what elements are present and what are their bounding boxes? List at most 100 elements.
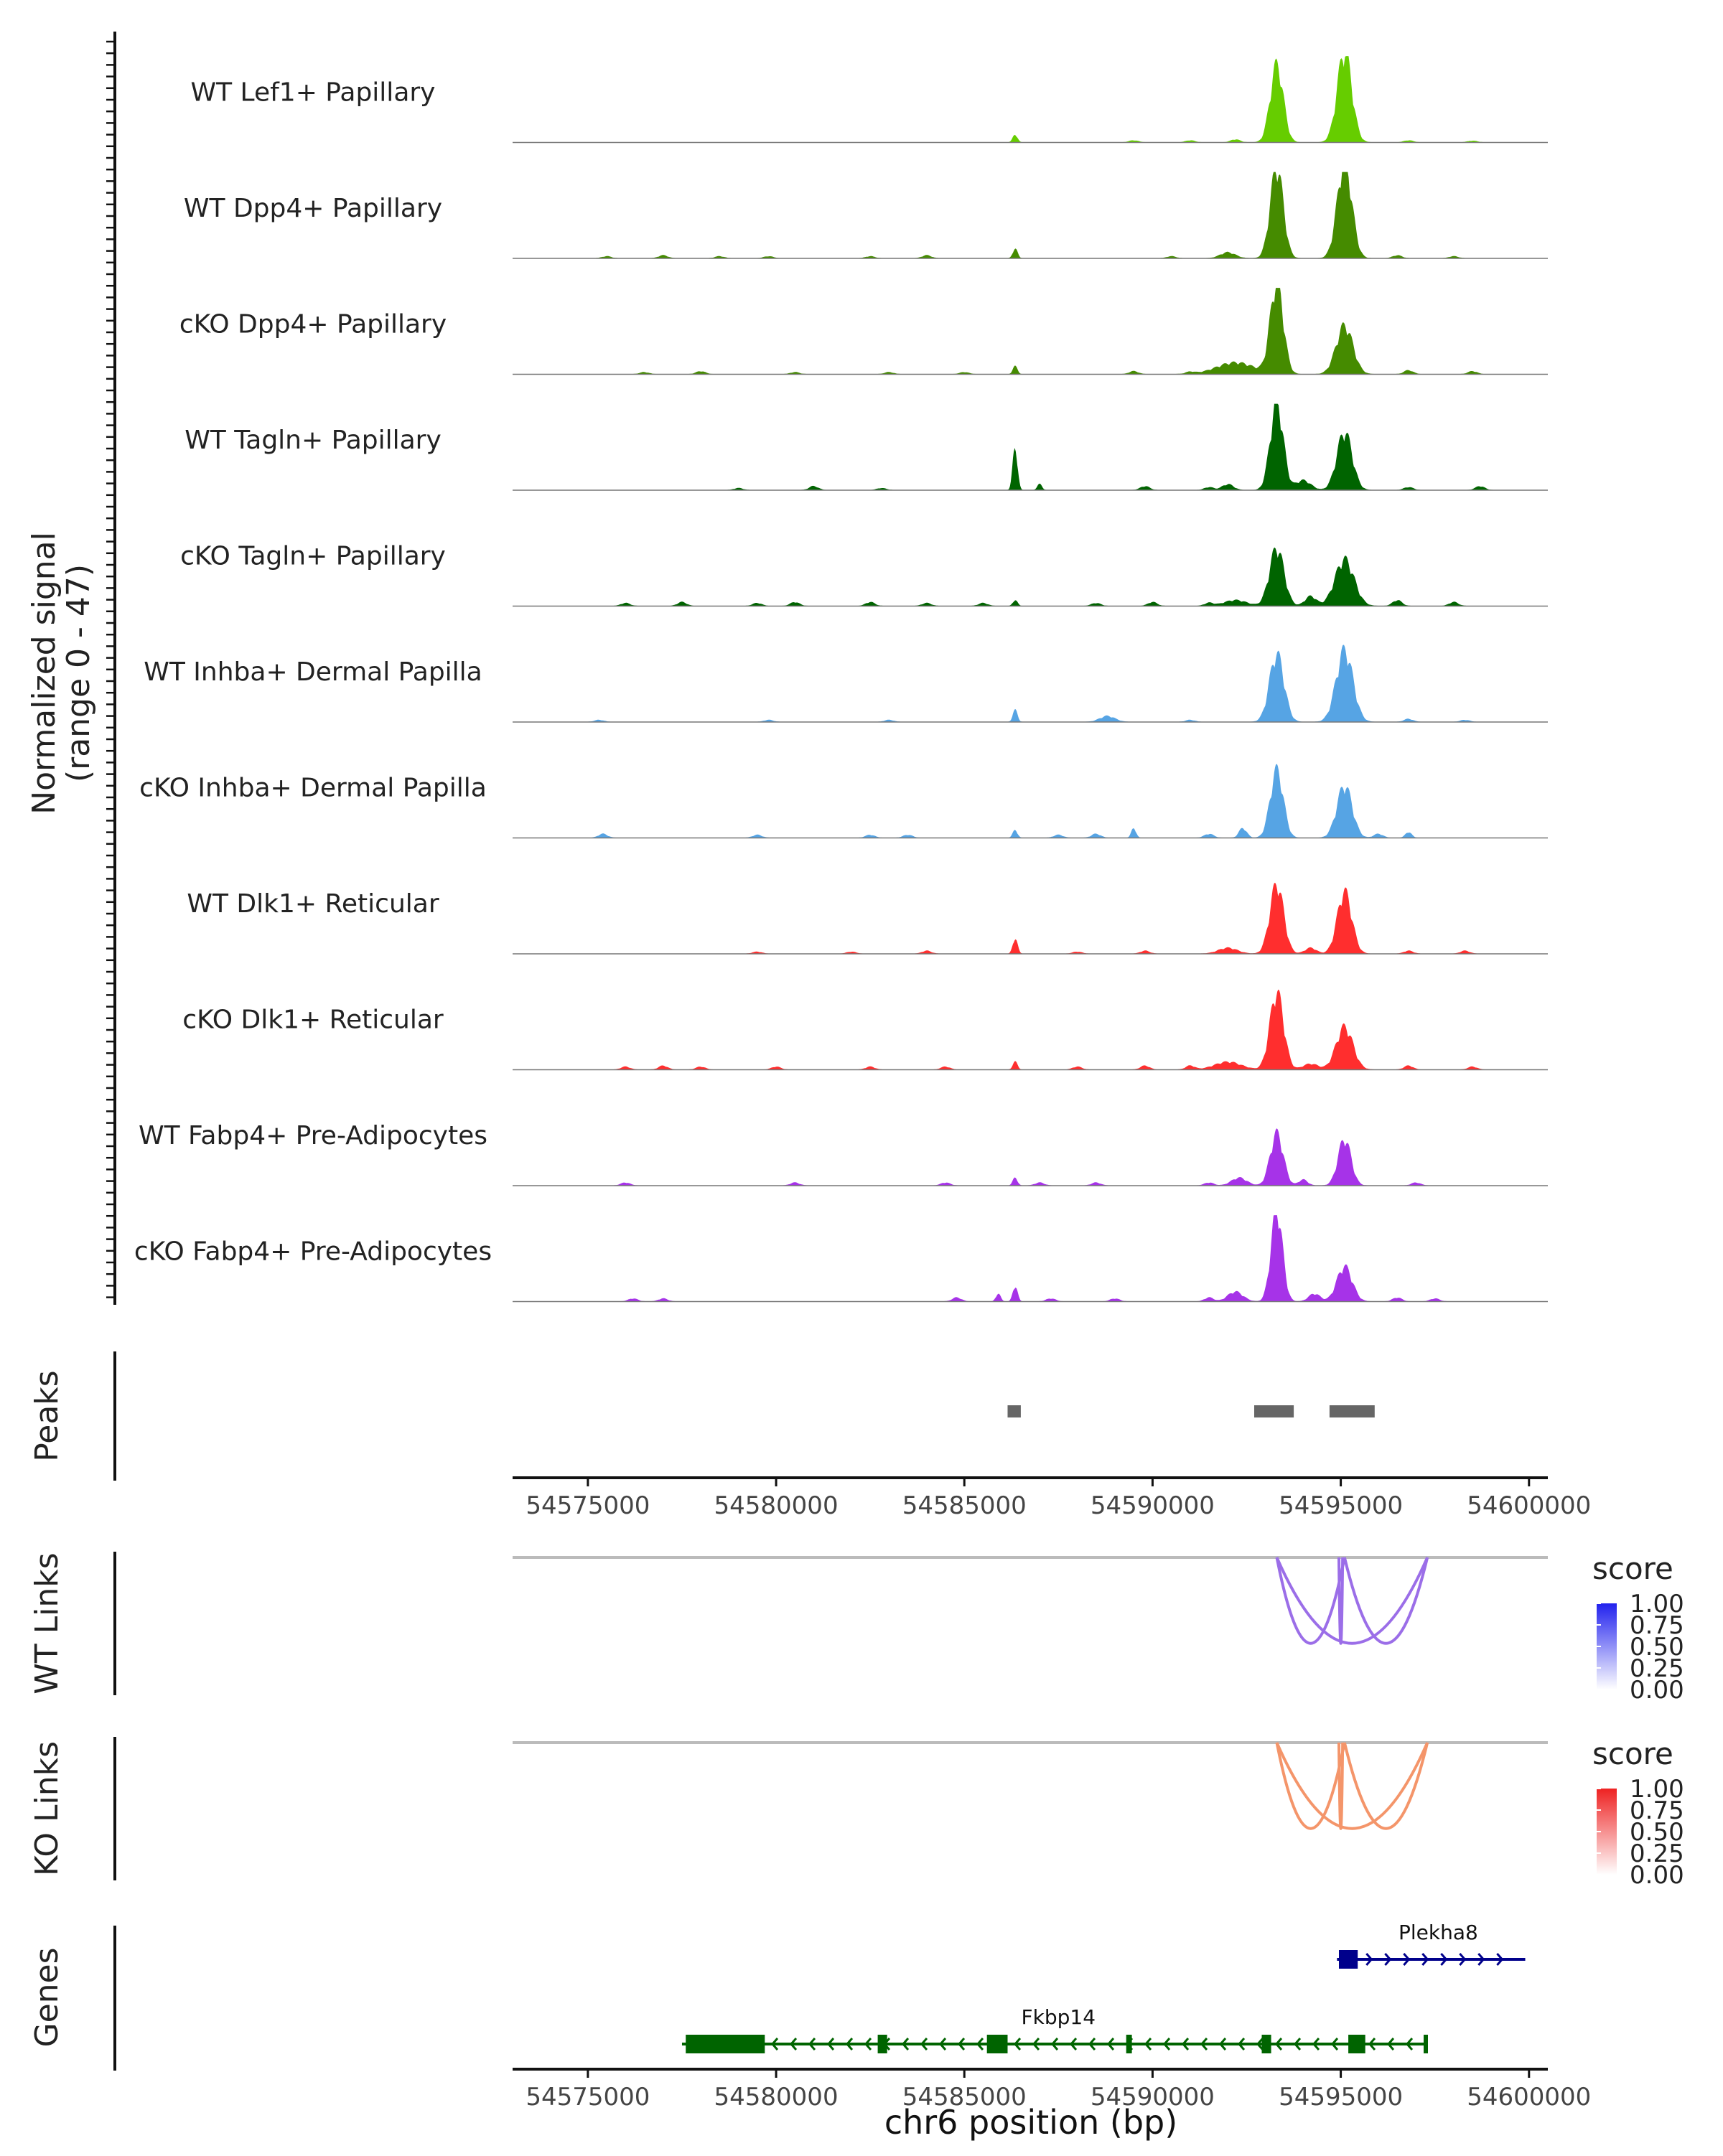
coverage-area: [513, 288, 1548, 375]
strand-arrow: [1421, 1953, 1429, 1966]
strand-arrow: [1368, 2038, 1376, 2050]
strand-arrow: [1403, 1953, 1411, 1966]
strand-arrow: [1256, 2038, 1264, 2050]
strand-arrow: [1050, 2038, 1059, 2050]
x-axis-title: chr6 position (bp): [884, 2103, 1177, 2142]
coverage-y-axis: [106, 32, 116, 1305]
strand-arrow: [901, 2038, 910, 2050]
coverage-track: cKO Fabp4+ Pre-Adipocytes: [134, 1215, 1548, 1303]
track-label: cKO Inhba+ Dermal Papilla: [139, 774, 487, 803]
strand-arrow: [1384, 1953, 1392, 1966]
strand-arrow: [1274, 2038, 1283, 2050]
legend-tick-label: 0.50: [1630, 1633, 1684, 1661]
strand-arrow: [1144, 2038, 1152, 2050]
coverage-area: [513, 1128, 1548, 1186]
strand-arrow: [1459, 1953, 1467, 1966]
exon: [1126, 2035, 1132, 2053]
strand-arrow: [1386, 2038, 1395, 2050]
x-tick-label: 54600000: [1467, 2083, 1591, 2112]
track-label: WT Dlk1+ Reticular: [187, 889, 439, 919]
peak-region: [1254, 1405, 1294, 1417]
gene-models: Plekha8 Fkbp14: [681, 1921, 1526, 2053]
genes-panel: Genes Plekha8 Fkbp14 54575000 54580000 5458…: [29, 1921, 1591, 2142]
coverage-track: cKO Dlk1+ Reticular: [182, 989, 1548, 1071]
coverage-tracks: WT Lef1+ Papillary WT Dpp4+ Papillary cKO …: [134, 56, 1548, 1303]
gene-label: Fkbp14: [1022, 2005, 1096, 2029]
strand-arrow: [1088, 2038, 1096, 2050]
legend-tick-label: 0.00: [1630, 1676, 1684, 1705]
legend-tick-label: 0.75: [1630, 1611, 1684, 1640]
legend-title: score: [1592, 1551, 1673, 1586]
legend-tick-label: 0.75: [1630, 1796, 1684, 1825]
x-tick-label: 54590000: [1091, 1491, 1215, 1520]
coverage-area: [513, 56, 1548, 143]
coverage-area: [513, 403, 1548, 491]
coverage-area: [513, 547, 1548, 606]
gene-model: Fkbp14: [681, 2005, 1428, 2053]
coverage-track: WT Inhba+ Dermal Papilla: [144, 645, 1548, 723]
gene-model: Plekha8: [1337, 1921, 1526, 1969]
track-label: cKO Fabp4+ Pre-Adipocytes: [134, 1237, 492, 1267]
strand-arrow: [1013, 2038, 1022, 2050]
track-label: cKO Dlk1+ Reticular: [182, 1006, 444, 1035]
strand-arrow: [1218, 2038, 1227, 2050]
legend-tick-label: 0.00: [1630, 1861, 1684, 1890]
score-legend: score 1.000.750.500.250.00: [1592, 1551, 1684, 1705]
peak-region: [1007, 1405, 1021, 1417]
strand-arrow: [1200, 2038, 1208, 2050]
strand-arrow: [1365, 1953, 1373, 1966]
exon: [1261, 2035, 1271, 2053]
strand-arrow: [920, 2038, 928, 2050]
link-arc: [1337, 1557, 1345, 1645]
exon: [1348, 2035, 1365, 2053]
exon: [1424, 2035, 1428, 2053]
coverage-area: [513, 764, 1548, 838]
strand-arrow: [938, 2038, 947, 2050]
coverage-track: WT Dlk1+ Reticular: [187, 883, 1548, 955]
legend-title: score: [1592, 1736, 1673, 1771]
x-tick-label: 54575000: [526, 2083, 650, 2112]
coverage-track: WT Fabp4+ Pre-Adipocytes: [139, 1121, 1548, 1186]
track-label: WT Tagln+ Papillary: [185, 426, 442, 455]
x-tick-label: 54595000: [1279, 2083, 1403, 2112]
coverage-track: cKO Tagln+ Papillary: [180, 542, 1548, 607]
x-tick-label: 54585000: [902, 1491, 1027, 1520]
exon: [1339, 1950, 1358, 1969]
track-label: cKO Tagln+ Papillary: [180, 542, 446, 571]
genes-label: Genes: [29, 1947, 65, 2047]
strand-arrow: [1181, 2038, 1190, 2050]
coverage-y-axis-title: Normalized signal (range 0 - 47): [26, 532, 97, 815]
strand-arrow: [1477, 1953, 1485, 1966]
link-arc: [1275, 1742, 1346, 1830]
strand-arrow: [1069, 2038, 1078, 2050]
strand-arrow: [826, 2038, 835, 2050]
strand-arrow: [1440, 1953, 1448, 1966]
x-tick-label: 54590000: [1091, 2083, 1215, 2112]
x-tick-label: 54575000: [526, 1491, 650, 1520]
strand-arrow: [1237, 2038, 1246, 2050]
track-label: WT Dpp4+ Papillary: [184, 194, 442, 223]
strand-arrow: [864, 2038, 872, 2050]
strand-arrow: [808, 2038, 816, 2050]
coverage-area: [513, 1215, 1548, 1302]
x-tick-label: 54580000: [714, 2083, 839, 2112]
legend-tick-label: 0.25: [1630, 1654, 1684, 1683]
strand-arrow: [1496, 1953, 1504, 1966]
strand-arrow: [1312, 2038, 1320, 2050]
coverage-area: [513, 645, 1548, 723]
strand-arrow: [770, 2038, 779, 2050]
link-arc: [1337, 1742, 1345, 1830]
coverage-track: WT Lef1+ Papillary: [191, 56, 1548, 144]
strand-arrow: [1405, 2038, 1414, 2050]
links-panel: WT Links score 1.000.750.500.250.00: [29, 1551, 1684, 1705]
gene-label: Plekha8: [1399, 1921, 1478, 1944]
exon: [877, 2035, 887, 2053]
link-arc: [1275, 1557, 1429, 1645]
exon: [986, 2035, 1008, 2053]
links-label: KO Links: [29, 1741, 65, 1876]
track-label: WT Inhba+ Dermal Papilla: [144, 657, 482, 687]
strand-arrow: [1293, 2038, 1302, 2050]
